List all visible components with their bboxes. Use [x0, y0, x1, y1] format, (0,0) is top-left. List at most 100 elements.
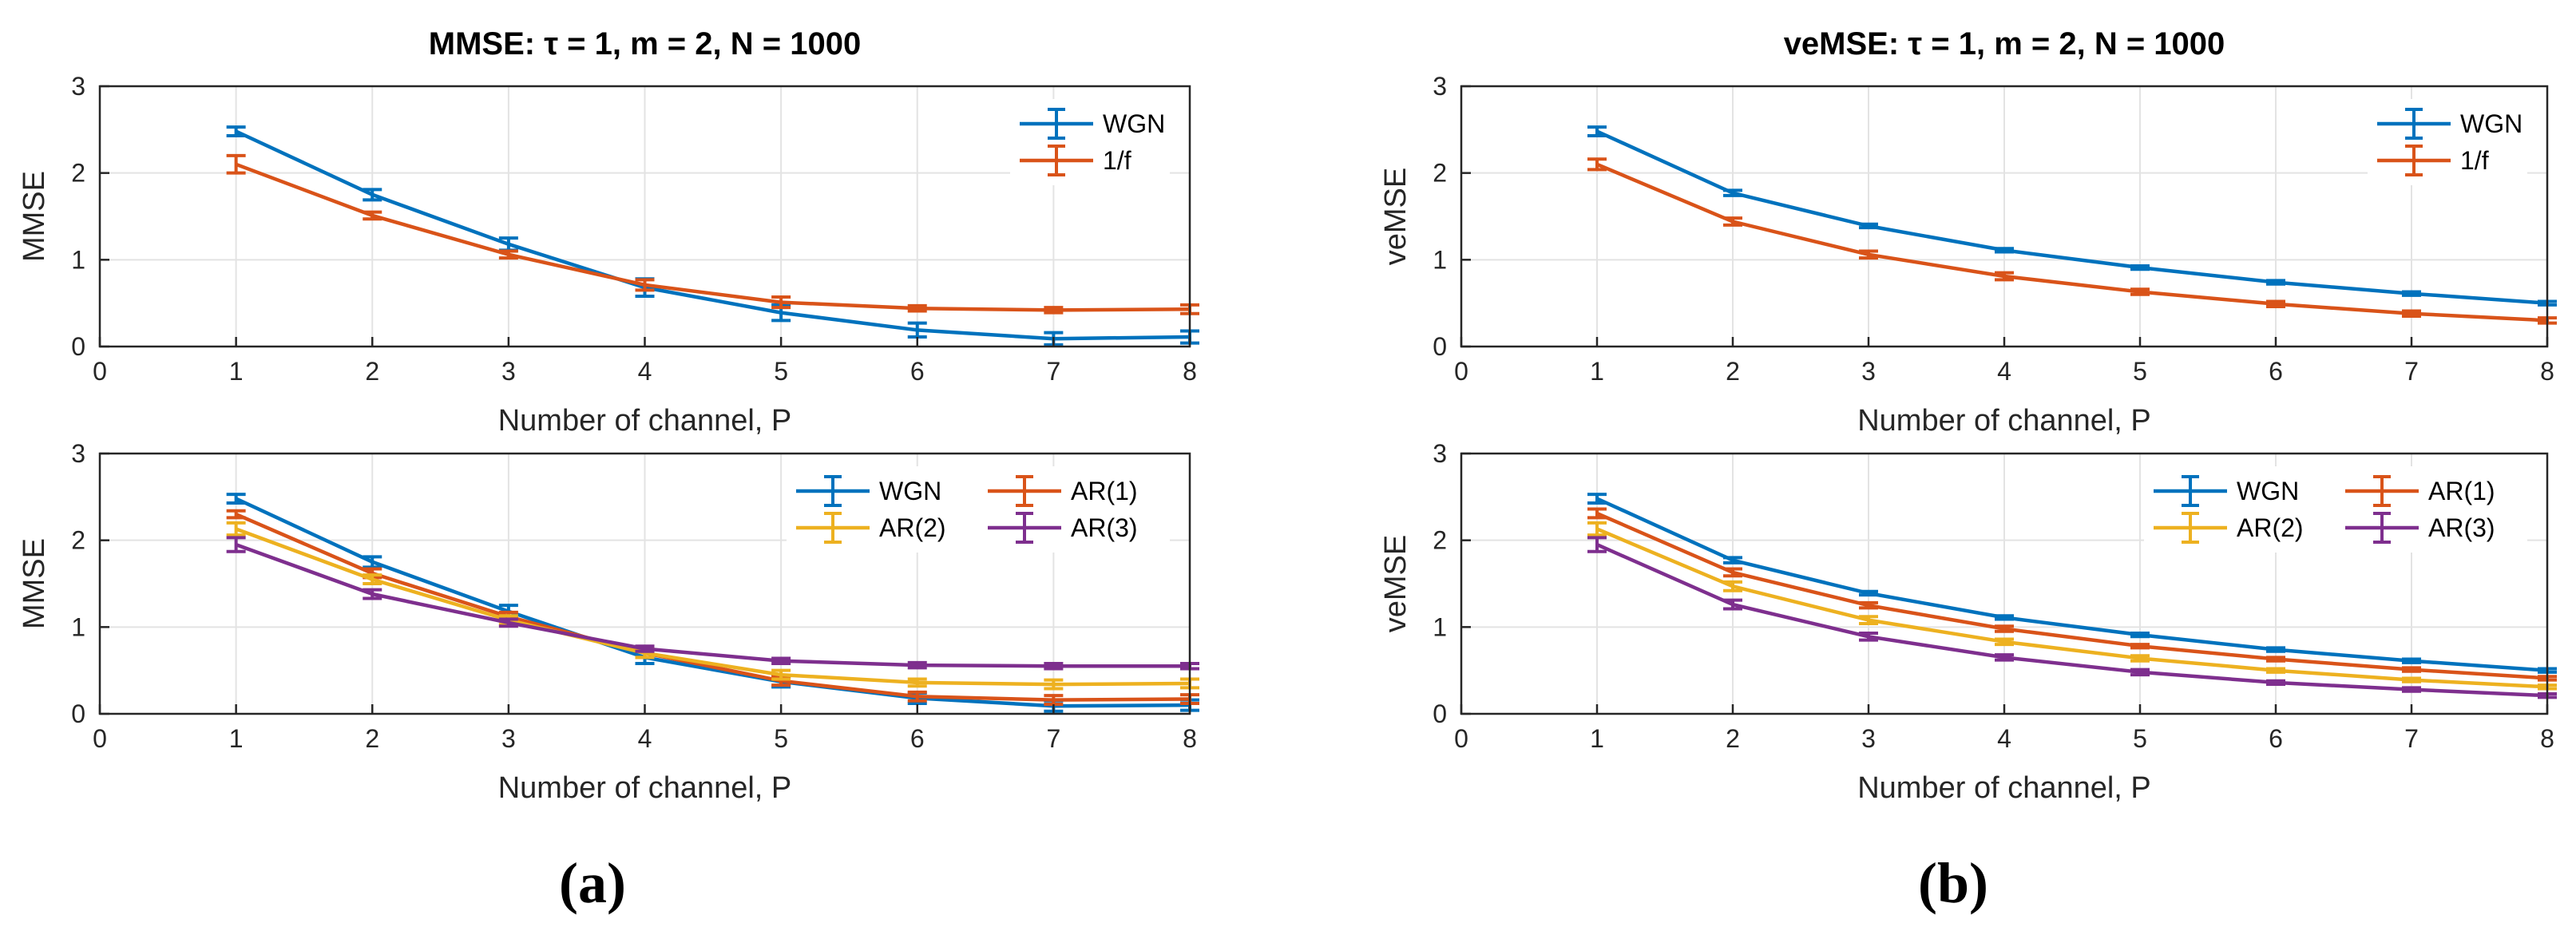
x-tick-label: 3 [501, 724, 516, 753]
error-bar [2402, 676, 2421, 683]
error-bar [2130, 287, 2150, 296]
y-tick-label: 2 [1433, 526, 1447, 555]
legend: WGN 1/f [2368, 99, 2527, 185]
legend-label: WGN [2460, 109, 2522, 138]
x-tick-label: 5 [774, 357, 788, 386]
error-bar [907, 677, 927, 688]
y-axis-label: veMSE [1379, 168, 1413, 265]
series-line-ar-1 [235, 513, 1191, 702]
x-tick-label: 0 [93, 357, 107, 386]
y-tick-label: 3 [1433, 72, 1447, 101]
error-bar [2402, 666, 2421, 673]
x-tick-label: 7 [1046, 724, 1060, 753]
legend-item-ar-3: AR(3) [988, 512, 1138, 544]
legend-box [787, 466, 1170, 553]
series-ar-1 [1587, 507, 2557, 682]
error-bar [2402, 290, 2421, 297]
legend-label: WGN [1103, 109, 1165, 138]
error-bar [1723, 567, 1742, 578]
series-line-1-f [1596, 162, 2548, 323]
error-bar [363, 188, 382, 202]
error-bar [2130, 631, 2150, 639]
x-tick-label: 8 [1183, 724, 1197, 753]
series-line-ar-3 [1596, 543, 2548, 698]
legend-label: AR(1) [2428, 477, 2495, 505]
x-tick-label: 1 [1590, 724, 1604, 753]
error-bar [2130, 668, 2150, 677]
error-bar [1044, 306, 1064, 315]
error-bar [226, 493, 246, 505]
series-ar-3 [226, 536, 1199, 671]
error-bar [363, 555, 382, 569]
error-bar [2130, 263, 2150, 271]
error-bar [1995, 271, 2014, 282]
y-tick-label: 2 [71, 159, 85, 188]
error-bar [1723, 188, 1742, 197]
series-ar-3 [1587, 536, 2557, 699]
error-bar [2266, 667, 2285, 674]
legend-label: 1/f [1103, 146, 1131, 175]
series-line-wgn [1596, 497, 2548, 672]
legend-item-ar-2: AR(2) [2154, 512, 2304, 544]
legend-item-ar-1: AR(1) [2345, 475, 2495, 507]
error-bar [1044, 661, 1064, 671]
legend-label: AR(1) [1071, 477, 1138, 505]
error-bar [363, 573, 382, 585]
error-bar [771, 668, 791, 681]
x-tick-label: 3 [1861, 357, 1876, 386]
error-bar [2130, 643, 2150, 650]
legend-item-1-f: 1/f [1020, 145, 1131, 176]
error-bar [1723, 216, 1742, 227]
panel-label-a: (a) [559, 851, 626, 915]
error-bar [1859, 615, 1878, 625]
x-tick-label: 6 [910, 357, 925, 386]
y-axis-label: veMSE [1379, 535, 1413, 632]
error-bar [1587, 157, 1607, 172]
error-bar [1859, 222, 1878, 230]
x-tick-label: 8 [2540, 724, 2554, 753]
legend-item-ar-2: AR(2) [796, 512, 946, 544]
chart-vemse-noise: 0 1 2 3 4 5 6 7 8 0 1 2 3 Number of channel, P veMSE ve… [1379, 26, 2557, 438]
legend-item-ar-3: AR(3) [2345, 512, 2495, 544]
x-tick-label: 5 [2133, 357, 2147, 386]
chart-mmse-noise: 0 1 2 3 4 5 6 7 8 0 1 2 3 Number of channel, P MMSE MMS… [18, 26, 1199, 438]
y-tick-label: 2 [71, 526, 85, 555]
error-bar [2266, 279, 2285, 286]
x-tick-label: 3 [501, 357, 516, 386]
error-bar [498, 617, 518, 628]
error-bar [226, 536, 246, 553]
series-line-wgn [235, 129, 1191, 341]
series-wgn [1587, 493, 2557, 674]
error-bar [498, 249, 518, 260]
x-axis-label: Number of channel, P [1857, 404, 2151, 438]
legend-box [2368, 99, 2527, 185]
error-bar [1859, 600, 1878, 610]
chart-title: MMSE: τ = 1, m = 2, N = 1000 [429, 26, 861, 61]
error-bar [771, 656, 791, 665]
error-bar [2402, 309, 2421, 318]
series-line-1-f [235, 162, 1191, 312]
x-tick-label: 0 [1454, 357, 1468, 386]
legend-label: AR(2) [2237, 513, 2304, 542]
x-tick-label: 2 [365, 357, 379, 386]
error-bar [1723, 580, 1742, 592]
error-bar [1995, 614, 2014, 621]
x-tick-label: 0 [1454, 724, 1468, 753]
legend-label: AR(3) [2428, 513, 2495, 542]
error-bar [1723, 556, 1742, 565]
error-bar [1723, 598, 1742, 611]
x-tick-label: 1 [1590, 357, 1604, 386]
y-tick-label: 1 [71, 245, 85, 274]
legend-item-1-f: 1/f [2377, 145, 2489, 176]
y-tick-label: 2 [1433, 159, 1447, 188]
error-bar [226, 125, 246, 137]
x-tick-label: 2 [365, 724, 379, 753]
y-axis-label: MMSE [18, 171, 51, 262]
x-tick-label: 8 [1183, 357, 1197, 386]
legend: WGN AR(1) AR(2) AR(3) [2144, 466, 2527, 553]
legend-item-wgn: WGN [2154, 475, 2299, 507]
error-bar [2266, 656, 2285, 663]
y-tick-label: 0 [1433, 699, 1447, 728]
y-tick-label: 1 [1433, 245, 1447, 274]
